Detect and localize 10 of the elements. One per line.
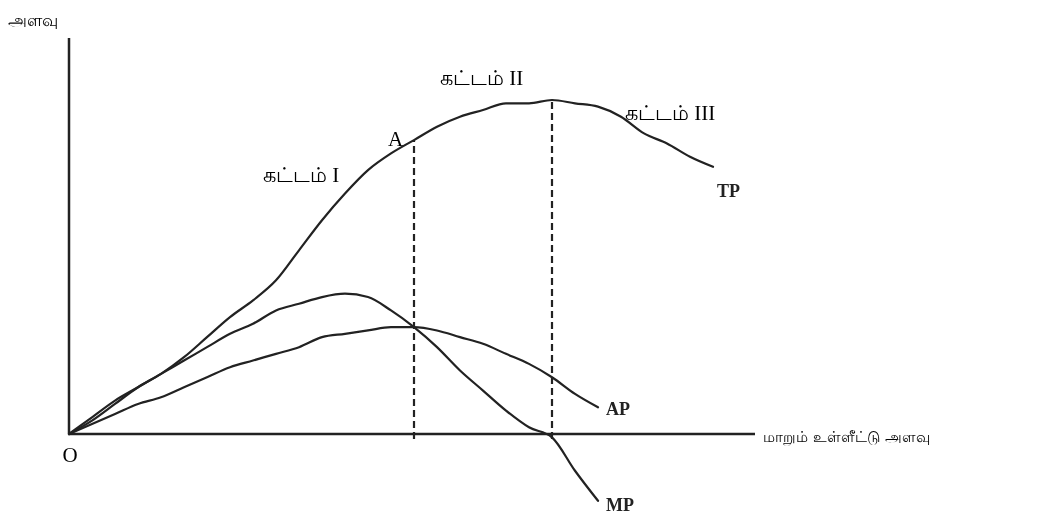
annotation: கட்டம் I — [263, 163, 340, 187]
series-label: TP — [717, 180, 741, 201]
text: கட்டம் II — [440, 66, 524, 90]
series-label: AP — [606, 399, 630, 420]
y-axis-title: அளவு — [8, 10, 58, 30]
x-axis-title: மாறும் உள்ளீட்டு அளவு — [763, 428, 930, 446]
annotation: O — [62, 443, 78, 467]
annotation: A — [388, 127, 404, 151]
annotation: கட்டம் III — [625, 101, 716, 125]
series-label: MP — [606, 494, 634, 515]
